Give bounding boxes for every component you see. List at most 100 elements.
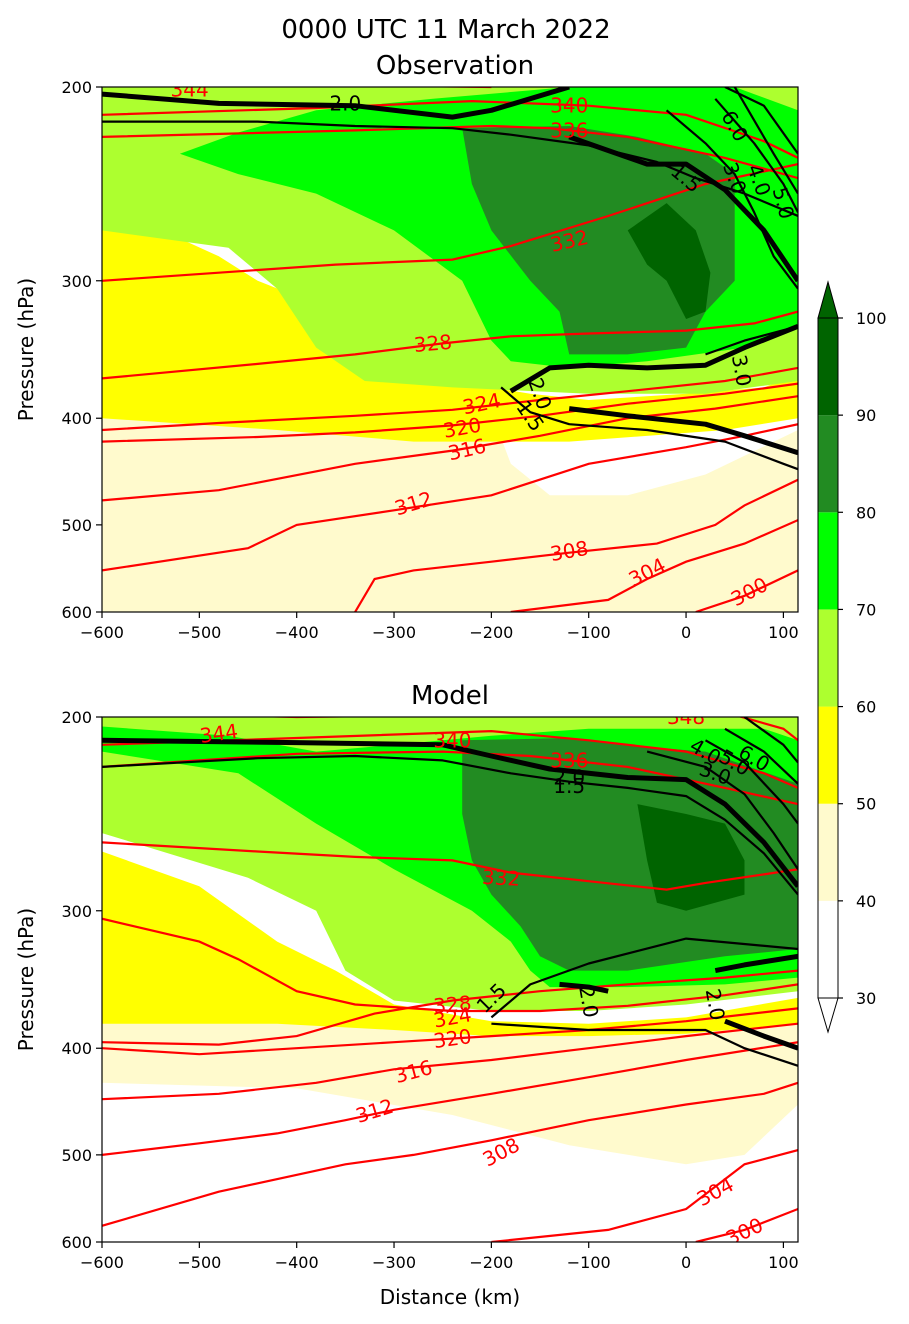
theta-line-324 [102,366,798,432]
pv-line-3-2 [646,750,798,870]
y-tick-label: 300 [61,902,92,921]
theta-label-344: 344 [171,77,209,101]
x-axis-label: Distance (km) [380,1285,520,1309]
x-tick-label: 0 [681,623,691,642]
theta-line-312 [102,1041,798,1156]
theta-line-328 [102,969,798,1046]
pv-label-2-0: 2.0 [329,91,361,115]
pv-line-2-0 [102,87,570,120]
pv-line-3-3 [665,109,798,290]
x-tick-label: −500 [177,623,221,642]
theta-line-304 [491,1149,798,1242]
theta-line-340 [102,99,798,159]
theta-label-336: 336 [550,118,588,142]
theta-line-344 [252,717,386,719]
figure-title: 0000 UTC 11 March 2022 [281,15,610,45]
colorbar-tick-label: 70 [856,600,876,619]
axes-frame [101,86,799,613]
filled-region-90 [637,804,745,911]
pv-line-2-2 [568,134,798,283]
x-tick-label: −600 [80,623,124,642]
pv-line-2-9 [724,1018,798,1051]
colorbar-segment-90 [818,318,838,416]
theta-line-320 [102,1007,798,1056]
theta-label-332: 332 [481,865,520,891]
pv-line-6-6 [724,87,798,155]
y-axis-label: Pressure (hPa) [14,278,38,421]
theta-label-328: 328 [432,991,472,1018]
pv-line-2-7 [509,323,798,394]
pv-line-4-4 [714,98,798,213]
theta-line-316 [102,1022,798,1101]
theta-line-308 [354,478,798,612]
theta-label-344: 344 [198,719,239,748]
theta-line-324 [102,917,798,1013]
pv-line-4-3 [704,739,798,825]
theta-line-316 [102,395,798,502]
filled-region-40 [102,941,798,1165]
theta-label-348: 348 [667,705,705,729]
x-tick-label: −100 [567,623,611,642]
x-tick-label: −300 [372,623,416,642]
colorbar-segment-30 [818,900,838,998]
axes-frame [101,716,799,1243]
theta-label-340: 340 [550,94,588,118]
y-axis-label: Pressure (hPa) [14,908,38,1051]
x-tick-label: −600 [80,1253,124,1272]
x-tick-label: −200 [469,623,513,642]
y-tick-label: 400 [61,1039,92,1058]
colorbar-segment-50 [818,706,838,804]
pv-label-2-6: 2.0 [574,984,603,1019]
theta-line-336 [102,124,798,180]
theta-line-332 [102,841,798,891]
pv-line-1-5-1 [102,754,798,896]
y-tick-label: 200 [61,708,92,727]
pv-label-3-8: 3.0 [727,353,756,388]
pv-line-6-5 [743,717,798,764]
colorbar-tick-label: 40 [856,892,876,911]
pv-line-2-0 [102,737,798,888]
colorbar-tick-label: 50 [856,795,876,814]
y-tick-label: 600 [61,603,92,622]
colorbar-extend-min [817,997,839,1034]
panel-title-observation: Observation [376,51,534,81]
theta-label-328: 328 [413,330,453,357]
x-tick-label: −200 [469,1253,513,1272]
theta-line-344 [402,87,492,89]
filled-region-90 [627,203,711,319]
y-tick-label: 600 [61,1233,92,1252]
colorbar-frame [817,317,839,999]
colorbar-tick-label: 80 [856,503,876,522]
panel-title-model: Model [411,681,489,711]
x-tick-label: 100 [768,1253,799,1272]
pv-line-2-7 [714,953,798,974]
theta-line-308 [102,1081,798,1227]
pv-label-2-0: 2.0 [553,766,585,790]
filled-region-50 [102,851,798,1037]
pv-line-2-6 [559,981,609,994]
theta-line-300 [695,569,798,612]
colorbar-segment-60 [818,609,838,707]
theta-line-348 [737,717,798,742]
colorbar-segment-70 [818,512,838,610]
colorbar-tick-label: 60 [856,698,876,717]
colorbar-segment-40 [818,803,838,901]
colorbar: 30 40 50 60 70 80 90 100 [817,280,887,1034]
pv-label-2-7: 2.0 [701,987,730,1022]
pv-line-5-5 [733,87,798,195]
x-tick-label: −400 [275,623,319,642]
theta-line-304 [510,519,798,612]
theta-line-332 [102,163,798,282]
colorbar-extend-max [817,280,839,319]
pv-label-1-5-1: 1.5 [553,774,585,798]
theta-line-336 [102,750,798,806]
filled-region-80 [462,126,735,355]
pv-line-5-4 [724,727,798,785]
theta-line-340 [102,729,798,789]
colorbar-tick-label: 100 [856,309,887,328]
colorbar-tick-label: 30 [856,989,876,1008]
model-panel: 344 3403363323283243203163123083043003482… [14,705,799,1309]
theta-line-300 [695,1207,798,1242]
